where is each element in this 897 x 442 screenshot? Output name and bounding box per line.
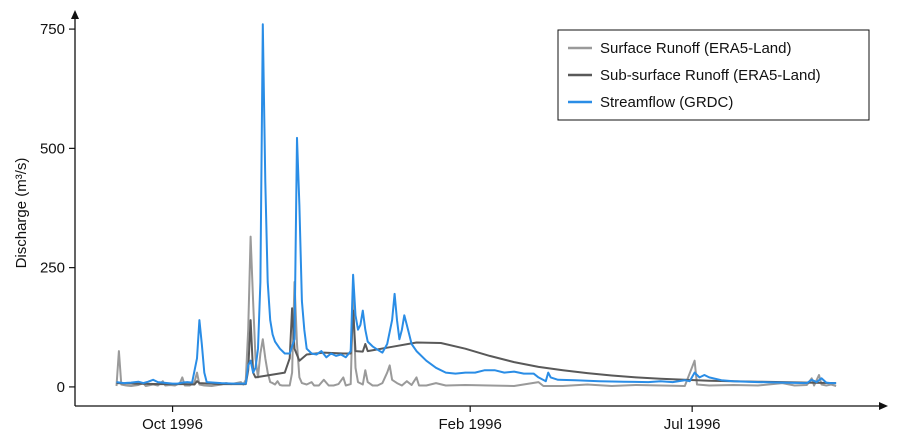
legend-box xyxy=(557,29,870,121)
y-tick-label: 250 xyxy=(40,260,65,277)
legend-label: Sub-surface Runoff (ERA5-Land) xyxy=(600,67,821,84)
y-axis-label: Discharge (m³/s) xyxy=(13,158,30,269)
x-tick-label: Oct 1996 xyxy=(142,416,203,433)
legend-label: Streamflow (GRDC) xyxy=(600,94,733,111)
x-ticks: Oct 1996 Feb 1996 Jul 1996 xyxy=(142,406,721,433)
y-ticks: 0 250 500 750 xyxy=(40,21,75,396)
legend: Surface Runoff (ERA5-Land) Sub-surface Ru… xyxy=(557,29,870,121)
x-axis-arrow xyxy=(879,402,888,410)
y-tick-label: 500 xyxy=(40,140,65,157)
legend-label: Surface Runoff (ERA5-Land) xyxy=(600,40,792,57)
series-line-1 xyxy=(115,235,837,387)
y-tick-label: 750 xyxy=(40,21,65,38)
x-tick-label: Jul 1996 xyxy=(664,416,721,433)
axes xyxy=(71,10,888,410)
x-tick-label: Feb 1996 xyxy=(438,416,501,433)
y-tick-label: 0 xyxy=(57,379,65,396)
series-lines xyxy=(115,23,837,387)
y-axis-arrow xyxy=(71,10,79,19)
series-line-3 xyxy=(116,23,837,385)
